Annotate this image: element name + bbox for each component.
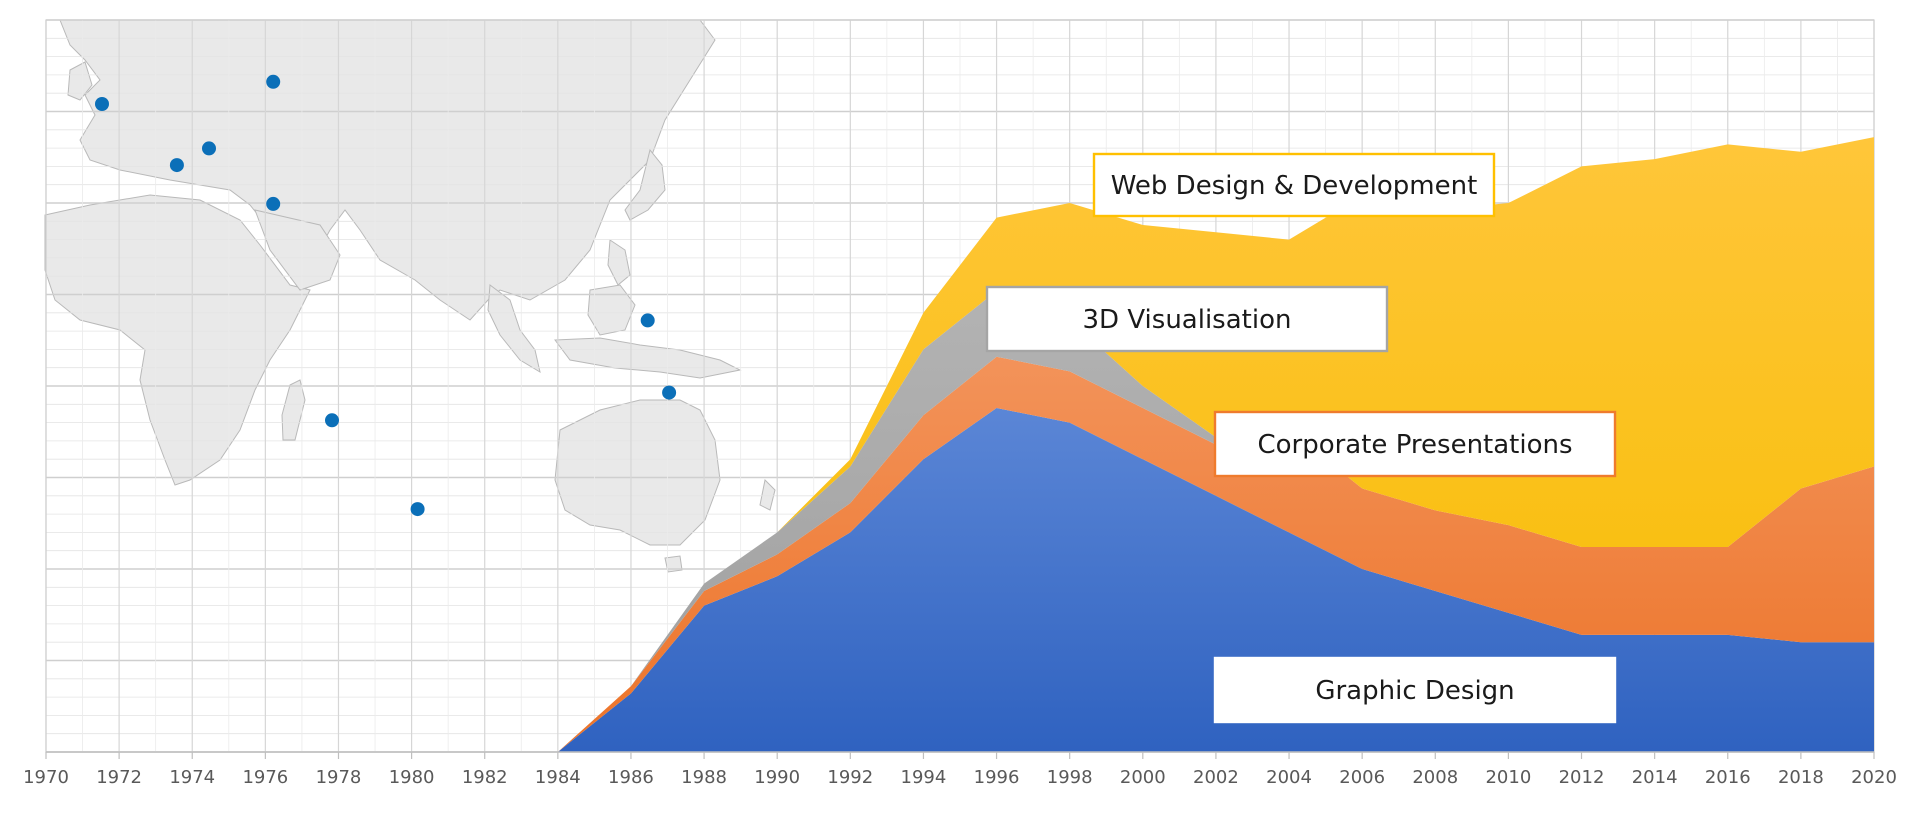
- land-borneo: [587, 284, 636, 336]
- callout-box: [1213, 410, 1617, 478]
- x-tick-label: 1970: [23, 767, 69, 788]
- x-tick-label: 2006: [1339, 767, 1385, 788]
- x-tick-label: 2012: [1559, 767, 1605, 788]
- map-marker: [662, 385, 677, 400]
- map-marker: [410, 502, 425, 517]
- x-tick-label: 2008: [1412, 767, 1458, 788]
- callout-label: Graphic Design: [1315, 676, 1514, 706]
- world-map: [44, 19, 776, 573]
- land-philippines: [607, 239, 631, 286]
- map-marker: [266, 74, 281, 89]
- map-marker: [266, 196, 281, 211]
- callout-3d-visualisation: 3D Visualisation: [985, 285, 1389, 353]
- x-axis: 1970 1972 1974 1976 1978 1980 1982 1984 1986 1988…: [23, 751, 1897, 788]
- x-tick-label: 1974: [169, 767, 215, 788]
- map-marker: [202, 141, 216, 156]
- x-tick-label: 2002: [1193, 767, 1239, 788]
- area-3d-visualisation: [557, 290, 1874, 752]
- x-tick-label: 1980: [389, 767, 435, 788]
- land-tasmania: [664, 555, 683, 573]
- callout-box: [1213, 656, 1617, 724]
- callout-graphic-design: Graphic Design: [1213, 656, 1617, 724]
- x-tick-label: 1994: [901, 767, 947, 788]
- land-southeast-asia: [487, 284, 541, 374]
- area-corporate-presentations: [557, 356, 1874, 752]
- callout-box: [1092, 152, 1496, 218]
- land-madagascar: [281, 379, 306, 441]
- land-arabia: [254, 209, 341, 291]
- x-tick-label: 1988: [681, 767, 727, 788]
- x-tick-label: 1982: [462, 767, 508, 788]
- map-marker: [640, 313, 655, 328]
- map-marker: [95, 97, 109, 111]
- land-europe-asia: [59, 19, 716, 321]
- map-marker: [325, 413, 339, 428]
- x-tick-label: 1996: [974, 767, 1020, 788]
- x-tick-label: 1972: [96, 767, 142, 788]
- callout-label: 3D Visualisation: [1083, 305, 1292, 335]
- x-tick-label: 2014: [1632, 767, 1678, 788]
- map-markers: [95, 74, 677, 517]
- x-tick-label: 2016: [1705, 767, 1751, 788]
- area-web-design-development: [557, 137, 1874, 753]
- land-new-zealand: [759, 478, 776, 511]
- callout-corporate-presentations: Corporate Presentations: [1213, 410, 1617, 478]
- x-tick-label: 2018: [1778, 767, 1824, 788]
- land-indonesia: [554, 337, 742, 379]
- callout-web-design-development: Web Design & Development: [1092, 152, 1496, 218]
- x-tick-label: 2010: [1485, 767, 1531, 788]
- x-tick-label: 1990: [754, 767, 800, 788]
- x-tick-label: 1978: [316, 767, 362, 788]
- map-marker: [169, 158, 184, 173]
- x-tick-label: 1976: [242, 767, 288, 788]
- x-tick-label: 2004: [1266, 767, 1312, 788]
- x-tick-label: 1998: [1047, 767, 1093, 788]
- x-tick-label: 2000: [1120, 767, 1166, 788]
- callout-label: Web Design & Development: [1111, 171, 1478, 201]
- land-australia: [554, 399, 721, 546]
- land-africa: [44, 194, 311, 486]
- series-callouts: Web Design & Development 3D Visualisation…: [985, 152, 1617, 724]
- x-tick-label: 1986: [608, 767, 654, 788]
- x-tick-label: 1984: [535, 767, 581, 788]
- callout-label: Corporate Presentations: [1257, 430, 1572, 460]
- x-tick-label: 1992: [827, 767, 873, 788]
- x-tick-label: 2020: [1851, 767, 1897, 788]
- callout-box: [985, 285, 1389, 353]
